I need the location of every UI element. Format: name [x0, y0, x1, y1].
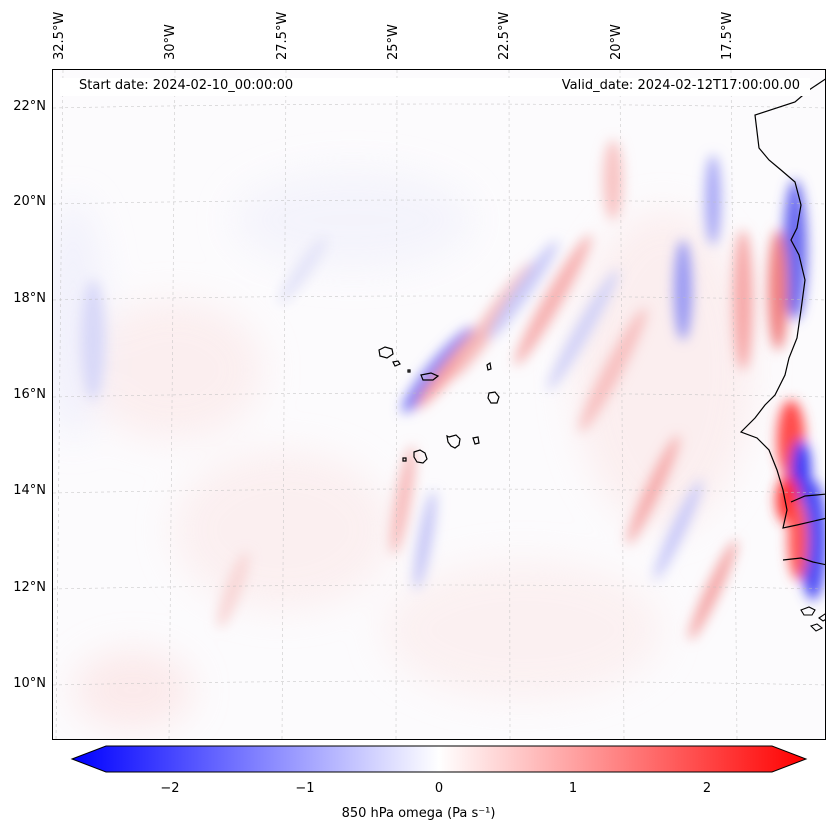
background-field — [53, 170, 753, 730]
start-date-label: Start date: 2024-02-10_00:00:00 — [79, 78, 294, 93]
lat-label-10n: 10°N — [13, 676, 46, 691]
lat-label-12n: 12°N — [13, 580, 46, 595]
colorbar-tick-0: 0 — [434, 781, 444, 796]
lat-label-16n: 16°N — [13, 387, 46, 402]
coastal-field — [768, 180, 825, 600]
lat-label-20n: 20°N — [13, 194, 46, 209]
lon-label-25w: 25°W — [386, 24, 401, 60]
lon-label-27-5w: 27.5°W — [275, 11, 290, 60]
lon-label-20w: 20°W — [609, 24, 624, 60]
lon-label-22-5w: 22.5°W — [497, 11, 512, 60]
lon-label-32-5w: 32.5°W — [52, 11, 67, 60]
gambia-coast — [790, 493, 825, 503]
info-bar-background — [60, 78, 810, 96]
guinea-bissau-coast — [782, 557, 825, 566]
colorbar-tick-minus-2: −2 — [160, 781, 180, 796]
africa-coastline — [739, 78, 825, 529]
colorbar-tick-2: 2 — [702, 781, 712, 796]
colorbar-tick-minus-1: −1 — [295, 781, 315, 796]
lon-label-17-5w: 17.5°W — [720, 11, 735, 60]
valid-date-label: Valid_date: 2024-02-12T17:00:00.00 — [561, 78, 800, 93]
omega-streaks — [81, 140, 753, 640]
graticule — [53, 70, 825, 739]
colorbar-tick-1: 1 — [568, 781, 578, 796]
lat-label-22n: 22°N — [13, 99, 46, 114]
map-panel[interactable] — [52, 69, 826, 740]
bijagos-islands — [800, 606, 825, 632]
omega-field-map — [53, 70, 825, 739]
cape-verde-islands — [378, 346, 500, 464]
colorbar-body — [70, 745, 808, 773]
colorbar — [70, 745, 808, 773]
lat-label-18n: 18°N — [13, 291, 46, 306]
lat-label-14n: 14°N — [13, 483, 46, 498]
colorbar-label: 850 hPa omega (Pa s⁻¹) — [341, 806, 496, 821]
lon-label-30w: 30°W — [163, 24, 178, 60]
